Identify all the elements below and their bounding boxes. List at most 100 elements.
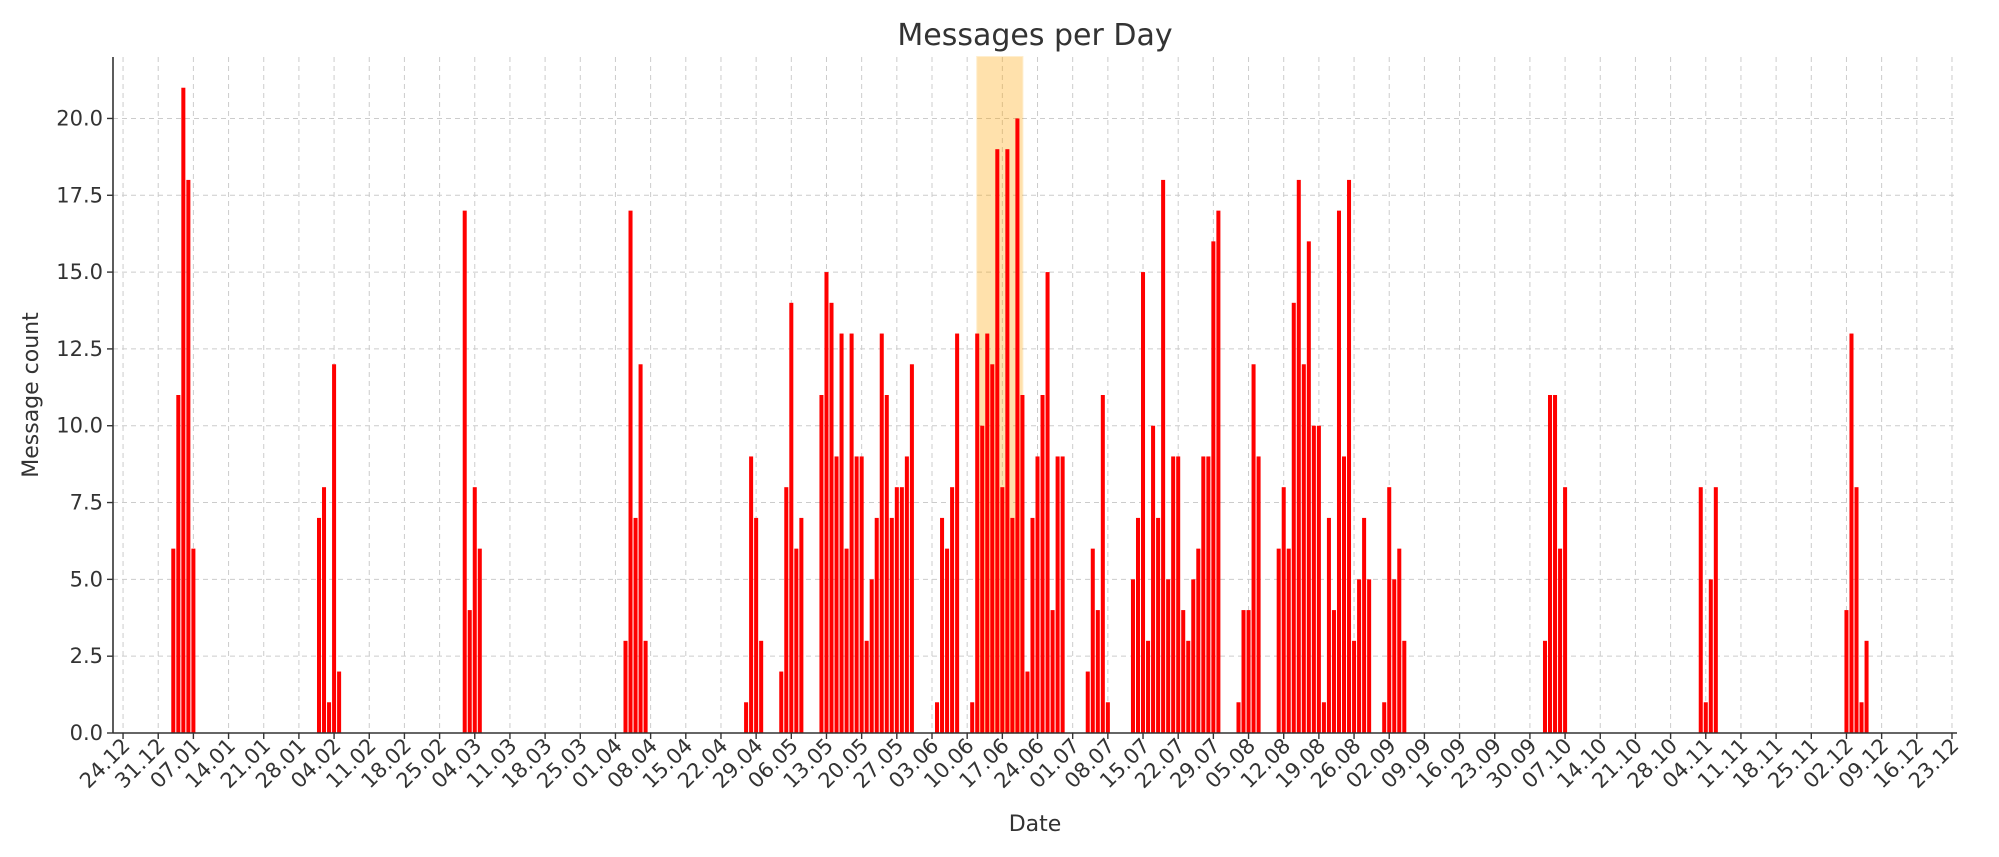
x-axis-label: Date [1009, 812, 1062, 837]
bar [1216, 210, 1221, 734]
bar [980, 425, 985, 733]
bar [1196, 548, 1201, 733]
bar [633, 517, 638, 733]
bar [1311, 425, 1316, 733]
bar [1844, 610, 1849, 733]
bar [975, 333, 980, 733]
bar [1256, 456, 1261, 733]
bar [337, 671, 342, 733]
bar [1698, 487, 1703, 733]
bar [1201, 456, 1206, 733]
bar [171, 548, 176, 733]
bar [894, 487, 899, 733]
bar [1030, 517, 1035, 733]
bar [472, 487, 477, 733]
bar [191, 548, 196, 733]
bar [1316, 425, 1321, 733]
bar [1326, 517, 1331, 733]
bar [1703, 702, 1708, 733]
bar [859, 456, 864, 733]
y-tick-label: 10.0 [56, 414, 103, 438]
bar [1849, 333, 1854, 733]
bar [1040, 395, 1045, 733]
bar [970, 702, 975, 733]
bar [1055, 456, 1060, 733]
bar [467, 610, 472, 733]
y-tick-label: 17.5 [56, 183, 103, 207]
bars [171, 87, 1869, 734]
bar [1854, 487, 1859, 733]
bar [1095, 610, 1100, 733]
bar [643, 640, 648, 733]
y-tick-label: 15.0 [56, 260, 103, 284]
bar [1553, 395, 1558, 733]
bar [181, 87, 186, 733]
bar [1306, 241, 1311, 733]
bar [744, 702, 749, 733]
y-tick-label: 2.5 [70, 644, 103, 668]
bar [1296, 179, 1301, 734]
y-axis-label: Message count [19, 312, 44, 478]
bar [1005, 149, 1010, 733]
axes [112, 57, 1957, 734]
bar [749, 456, 754, 733]
bar [176, 395, 181, 733]
bar [1135, 517, 1141, 733]
bar [1321, 702, 1326, 733]
bar [628, 210, 633, 734]
bar [1161, 179, 1166, 734]
bar [1151, 425, 1156, 733]
bar [824, 272, 829, 733]
bar [1146, 640, 1151, 733]
bar [1186, 640, 1191, 733]
y-ticks: 0.0 2.5 5.0 7.5 10.0 12.5 15.0 17.5 20.0 [56, 106, 113, 745]
bar [799, 517, 804, 733]
bar [1713, 487, 1718, 733]
bar [819, 395, 824, 733]
bar [995, 149, 1000, 733]
bar [779, 671, 784, 733]
bar [1090, 548, 1095, 733]
bar [1015, 118, 1020, 734]
chart-title: Messages per Day [897, 18, 1172, 53]
y-tick-label: 5.0 [70, 567, 103, 591]
bar [794, 548, 799, 733]
bar [1301, 364, 1306, 733]
bar [1246, 610, 1251, 733]
bar [935, 702, 940, 733]
bar [1181, 610, 1186, 733]
bar [940, 517, 945, 733]
bar [1336, 210, 1341, 734]
bar [1387, 487, 1392, 733]
bar [1708, 579, 1713, 733]
bar [1548, 395, 1553, 733]
bar [1171, 456, 1176, 733]
bar [854, 456, 859, 733]
bar [1060, 456, 1065, 733]
bar [1864, 640, 1869, 733]
bar [909, 364, 914, 733]
bar [1341, 456, 1347, 733]
y-tick-label: 20.0 [56, 106, 103, 130]
y-tick-label: 12.5 [56, 337, 103, 361]
bar [623, 640, 628, 733]
bar [950, 487, 955, 733]
bar [759, 640, 764, 733]
bar [462, 210, 467, 734]
bar [1130, 579, 1135, 733]
bar [1206, 456, 1211, 733]
grid-lines [113, 57, 1957, 734]
bar [1286, 548, 1291, 733]
bar [1156, 517, 1161, 733]
bar [1050, 610, 1055, 733]
bar [1291, 302, 1296, 733]
bar [884, 395, 889, 733]
bar [1362, 517, 1367, 733]
bar [1176, 456, 1181, 733]
bar [1020, 395, 1025, 733]
bar [1035, 456, 1040, 733]
bar [1236, 702, 1241, 733]
bar [1211, 241, 1216, 733]
bar [322, 487, 327, 733]
bar [1382, 702, 1387, 733]
